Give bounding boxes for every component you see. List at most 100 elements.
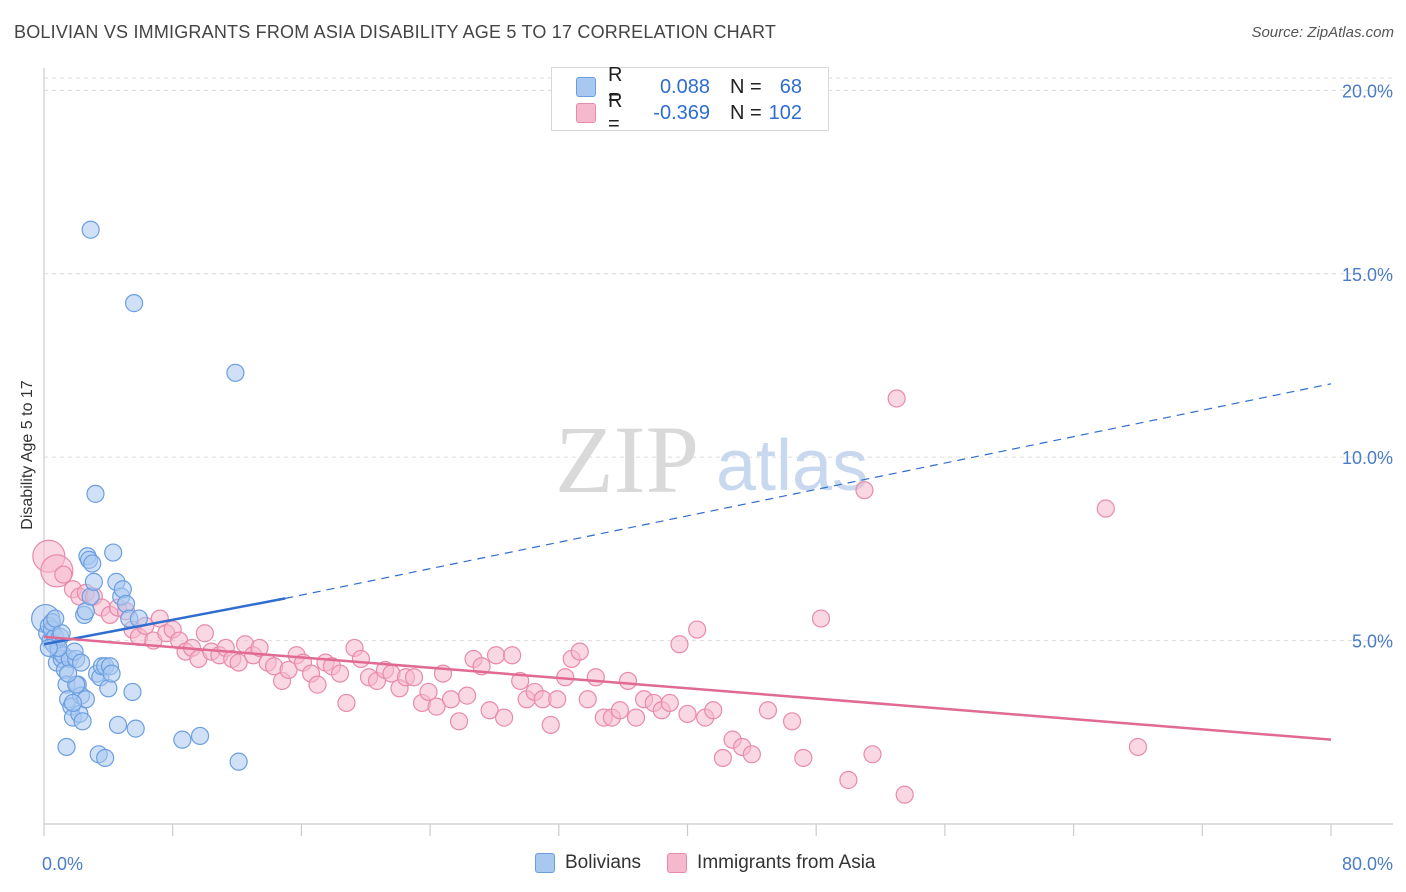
asia-swatch <box>576 103 596 123</box>
asia-point <box>578 690 597 709</box>
y-tick-label: 5.0% <box>1352 632 1393 652</box>
asia-point <box>250 638 269 658</box>
bolivians-point <box>124 294 144 313</box>
legend-label-bolivians: Bolivians <box>565 852 642 873</box>
bolivians-point <box>190 726 210 746</box>
bolivians-point <box>116 594 136 614</box>
asia-point <box>351 649 371 669</box>
series-legend: Bolivians Immigrants from Asia <box>535 852 901 874</box>
watermark-zip: ZIP <box>555 406 699 513</box>
n-label: N = <box>730 101 762 124</box>
stats-legend: R = 0.088 N = 68 R = -0.369 N = 102 <box>551 64 829 135</box>
asia-swatch <box>667 853 688 873</box>
asia-point <box>337 693 356 713</box>
legend-row-asia: R = -0.369 N = 102 <box>576 90 802 135</box>
n-label: N = <box>730 75 762 98</box>
bolivians-point <box>46 609 65 628</box>
tick-labels: 5.0% 10.0% 15.0% 20.0% 0.0% 80.0% <box>42 81 1393 874</box>
r-value: 0.088 <box>659 75 710 98</box>
legend-item-asia: Immigrants from Asia <box>667 852 875 874</box>
y-tick-label: 15.0% <box>1342 265 1393 285</box>
bolivians-point <box>63 693 83 713</box>
bolivians-point <box>229 752 248 771</box>
asia-point <box>678 704 697 724</box>
asia-point <box>419 682 438 702</box>
chart-title: BOLIVIAN VS IMMIGRANTS FROM ASIA DISABIL… <box>14 22 777 42</box>
series-asia-points <box>32 389 1148 804</box>
asia-point <box>887 389 906 408</box>
asia-point <box>863 745 882 764</box>
bolivians-swatch <box>535 853 555 873</box>
asia-point <box>308 675 327 694</box>
asia-point <box>330 664 350 683</box>
bolivians-point <box>113 580 132 599</box>
asia-point <box>586 668 605 687</box>
bolivians-point <box>71 653 91 672</box>
asia-point <box>279 660 298 680</box>
bolivians-trend-extension <box>285 383 1332 599</box>
asia-point <box>782 712 802 731</box>
asia-point <box>610 701 630 720</box>
axes <box>43 68 1393 836</box>
asia-point <box>486 646 506 665</box>
asia-point <box>794 748 813 768</box>
bolivians-point <box>104 543 123 562</box>
legend-row-bolivians: R = 0.088 N = 68 <box>576 64 802 109</box>
asia-point <box>495 708 514 727</box>
y-tick-label: 20.0% <box>1342 81 1393 101</box>
asia-point <box>503 646 522 665</box>
asia-point <box>449 712 469 731</box>
bolivians-point <box>226 363 245 382</box>
asia-point <box>839 770 858 790</box>
bolivians-point <box>96 748 115 768</box>
x-tick-label-max: 80.0% <box>1342 854 1393 874</box>
trend-lines <box>43 383 1332 741</box>
asia-point <box>811 609 831 628</box>
bolivians-trend-line <box>43 597 286 646</box>
asia-trend-line <box>43 635 1332 741</box>
watermark-atlas: atlas <box>716 426 868 506</box>
asia-point <box>618 671 638 691</box>
series-bolivians-points <box>31 220 248 771</box>
asia-point <box>1128 737 1148 757</box>
bolivians-point <box>99 679 118 698</box>
n-value: 102 <box>768 101 802 124</box>
asia-point <box>441 690 461 709</box>
y-tick-label: 10.0% <box>1342 448 1393 468</box>
n-value: 68 <box>779 75 802 98</box>
bolivians-swatch <box>576 77 596 97</box>
legend-label-asia: Immigrants from Asia <box>697 852 876 873</box>
asia-point <box>855 481 874 500</box>
bolivians-point <box>73 712 92 731</box>
watermark: ZIP atlas <box>555 406 868 513</box>
asia-point <box>704 701 723 720</box>
asia-point <box>895 785 914 804</box>
asia-point <box>511 671 530 691</box>
asia-point <box>670 635 689 654</box>
bolivians-point <box>86 484 105 503</box>
asia-point <box>713 748 732 768</box>
asia-point <box>195 624 214 643</box>
r-value: -0.369 <box>653 101 710 124</box>
bolivians-point <box>173 730 192 749</box>
r-label: R = <box>608 64 623 109</box>
asia-point <box>570 642 589 661</box>
asia-point <box>660 693 679 713</box>
asia-point <box>404 668 424 687</box>
grid-lines <box>44 77 1393 642</box>
asia-point <box>229 653 248 672</box>
asia-point <box>1096 499 1115 518</box>
asia-point <box>54 565 73 584</box>
asia-point <box>742 745 761 764</box>
x-tick-label-min: 0.0% <box>42 854 83 874</box>
bolivians-point <box>59 664 78 683</box>
chart-source: Source: ZipAtlas.com <box>1251 24 1394 41</box>
bolivians-point <box>123 682 142 702</box>
asia-point <box>480 701 499 720</box>
legend-item-bolivians: Bolivians <box>535 852 641 874</box>
bolivians-point <box>83 554 102 573</box>
bolivians-point <box>108 715 128 735</box>
asia-point <box>458 686 477 705</box>
bolivians-point <box>57 737 76 757</box>
